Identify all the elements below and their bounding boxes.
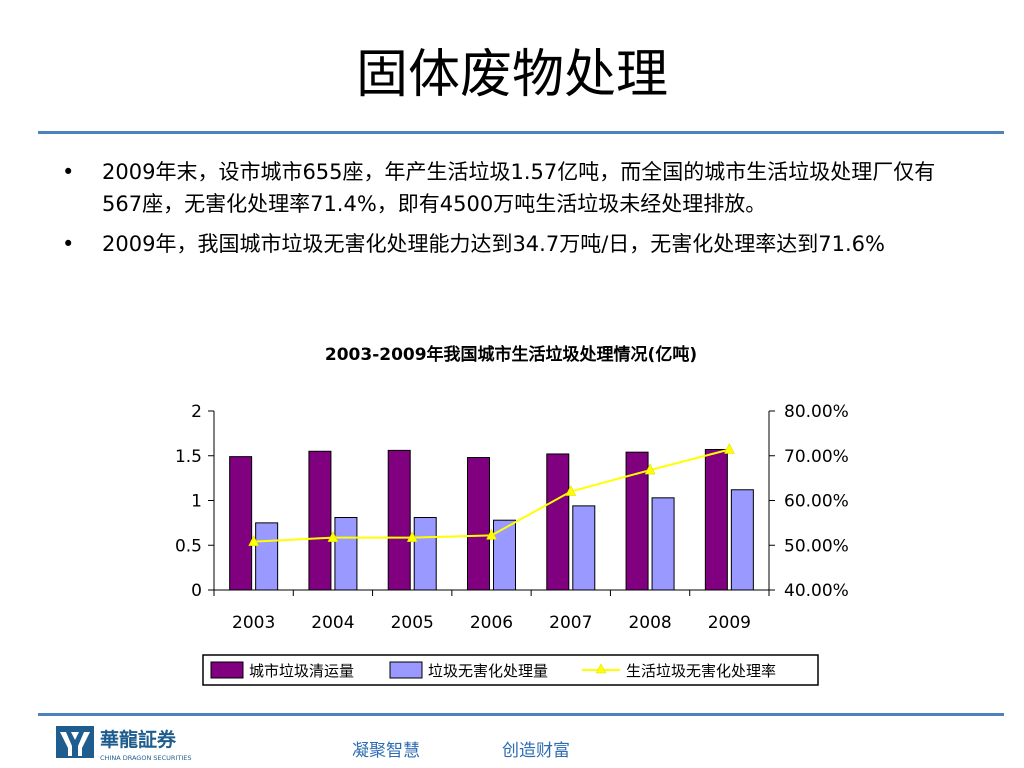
bar-harmless-volume bbox=[651, 497, 675, 591]
right-axis-tick-label: 60.00% bbox=[784, 492, 849, 512]
bar-cleanup-volume bbox=[625, 451, 649, 591]
bar-harmless-volume bbox=[255, 522, 279, 591]
bullet-list: • 2009年末，设市城市655座，年产生活垃圾1.57亿吨，而全国的城市生活垃… bbox=[62, 156, 972, 268]
rate-point bbox=[327, 531, 339, 542]
rate-point bbox=[565, 484, 577, 496]
x-axis-tick-label: 2004 bbox=[311, 613, 354, 633]
left-axis-tick-label: 2 bbox=[191, 402, 202, 422]
bullet-marker: • bbox=[62, 232, 75, 256]
x-axis-tick-label: 2003 bbox=[232, 613, 275, 633]
legend-swatch-bar-primary bbox=[210, 661, 244, 679]
dragon-emblem-icon bbox=[56, 726, 94, 758]
bullet-item: • 2009年末，设市城市655座，年产生活垃圾1.57亿吨，而全国的城市生活垃… bbox=[62, 156, 972, 220]
right-axis-tick-label: 70.00% bbox=[784, 447, 849, 467]
bar-cleanup-volume bbox=[387, 449, 411, 591]
rate-point bbox=[406, 531, 418, 542]
x-axis-tick-label: 2009 bbox=[708, 613, 751, 633]
title-divider bbox=[38, 131, 1004, 134]
right-axis-tick-label: 50.00% bbox=[784, 536, 849, 556]
legend-label: 生活垃圾无害化处理率 bbox=[626, 662, 776, 680]
bar-harmless-volume bbox=[730, 489, 754, 591]
bullet-item: • 2009年，我国城市垃圾无害化处理能力达到34.7万吨/日，无害化处理率达到… bbox=[62, 228, 972, 260]
right-axis-tick-label: 80.00% bbox=[784, 402, 849, 422]
footer-divider bbox=[38, 713, 1004, 716]
bar-cleanup-volume bbox=[308, 450, 332, 591]
chart-title: 2003-2009年我国城市生活垃圾处理情况(亿吨) bbox=[325, 344, 697, 365]
waste-treatment-chart: 2003-2009年我国城市生活垃圾处理情况(亿吨) 0 0.5 1 1.5 2 40.0… bbox=[175, 344, 849, 686]
rate-point bbox=[486, 528, 497, 540]
legend-label: 城市垃圾清运量 bbox=[249, 662, 354, 680]
x-axis-tick-label: 2007 bbox=[549, 613, 592, 633]
slogan-right: 创造财富 bbox=[502, 741, 570, 761]
chart-legend: 城市垃圾清运量 垃圾无害化处理量 生活垃圾无害化处理率 bbox=[202, 654, 819, 686]
left-axis-tick-label: 1.5 bbox=[175, 447, 202, 467]
legend-swatch-bar-secondary bbox=[389, 661, 423, 679]
x-axis-tick-label: 2008 bbox=[628, 613, 671, 633]
bullet-marker: • bbox=[62, 160, 75, 184]
x-axis-tick-label: 2006 bbox=[470, 613, 513, 633]
bullet-text: 2009年，我国城市垃圾无害化处理能力达到34.7万吨/日，无害化处理率达到71… bbox=[102, 232, 885, 256]
legend-frame bbox=[202, 654, 819, 686]
slogan-left: 凝聚智慧 bbox=[352, 741, 420, 761]
bar-harmless-volume bbox=[334, 517, 358, 591]
slide-title: 固体废物处理 bbox=[355, 45, 668, 105]
bullet-text: 2009年末，设市城市655座，年产生活垃圾1.57亿吨，而全国的城市生活垃圾处… bbox=[102, 160, 936, 216]
left-axis-tick-label: 0.5 bbox=[175, 536, 202, 556]
left-axis-tick-label: 0 bbox=[191, 581, 202, 601]
x-axis-tick-label: 2005 bbox=[391, 613, 434, 633]
company-logo: 華龍証券 CHINA DRAGON SECURITIES bbox=[56, 726, 191, 762]
bar-harmless-volume bbox=[572, 505, 596, 591]
bar-harmless-volume bbox=[413, 517, 437, 591]
bar-cleanup-volume bbox=[704, 448, 728, 591]
rate-point bbox=[248, 535, 260, 546]
right-axis-tick-label: 40.00% bbox=[784, 581, 849, 601]
rate-point bbox=[723, 442, 735, 454]
logo-subtext: CHINA DRAGON SECURITIES bbox=[100, 754, 191, 762]
legend-label: 垃圾无害化处理量 bbox=[428, 662, 548, 680]
bar-cleanup-volume bbox=[229, 456, 253, 591]
bar-cleanup-volume bbox=[546, 453, 570, 591]
legend-swatch-marker bbox=[595, 663, 607, 674]
logo-text: 華龍証券 bbox=[100, 728, 177, 751]
bar-harmless-volume bbox=[493, 519, 516, 591]
rate-point bbox=[644, 463, 656, 475]
bar-cleanup-volume bbox=[467, 457, 490, 591]
left-axis-tick-label: 1 bbox=[191, 492, 202, 512]
